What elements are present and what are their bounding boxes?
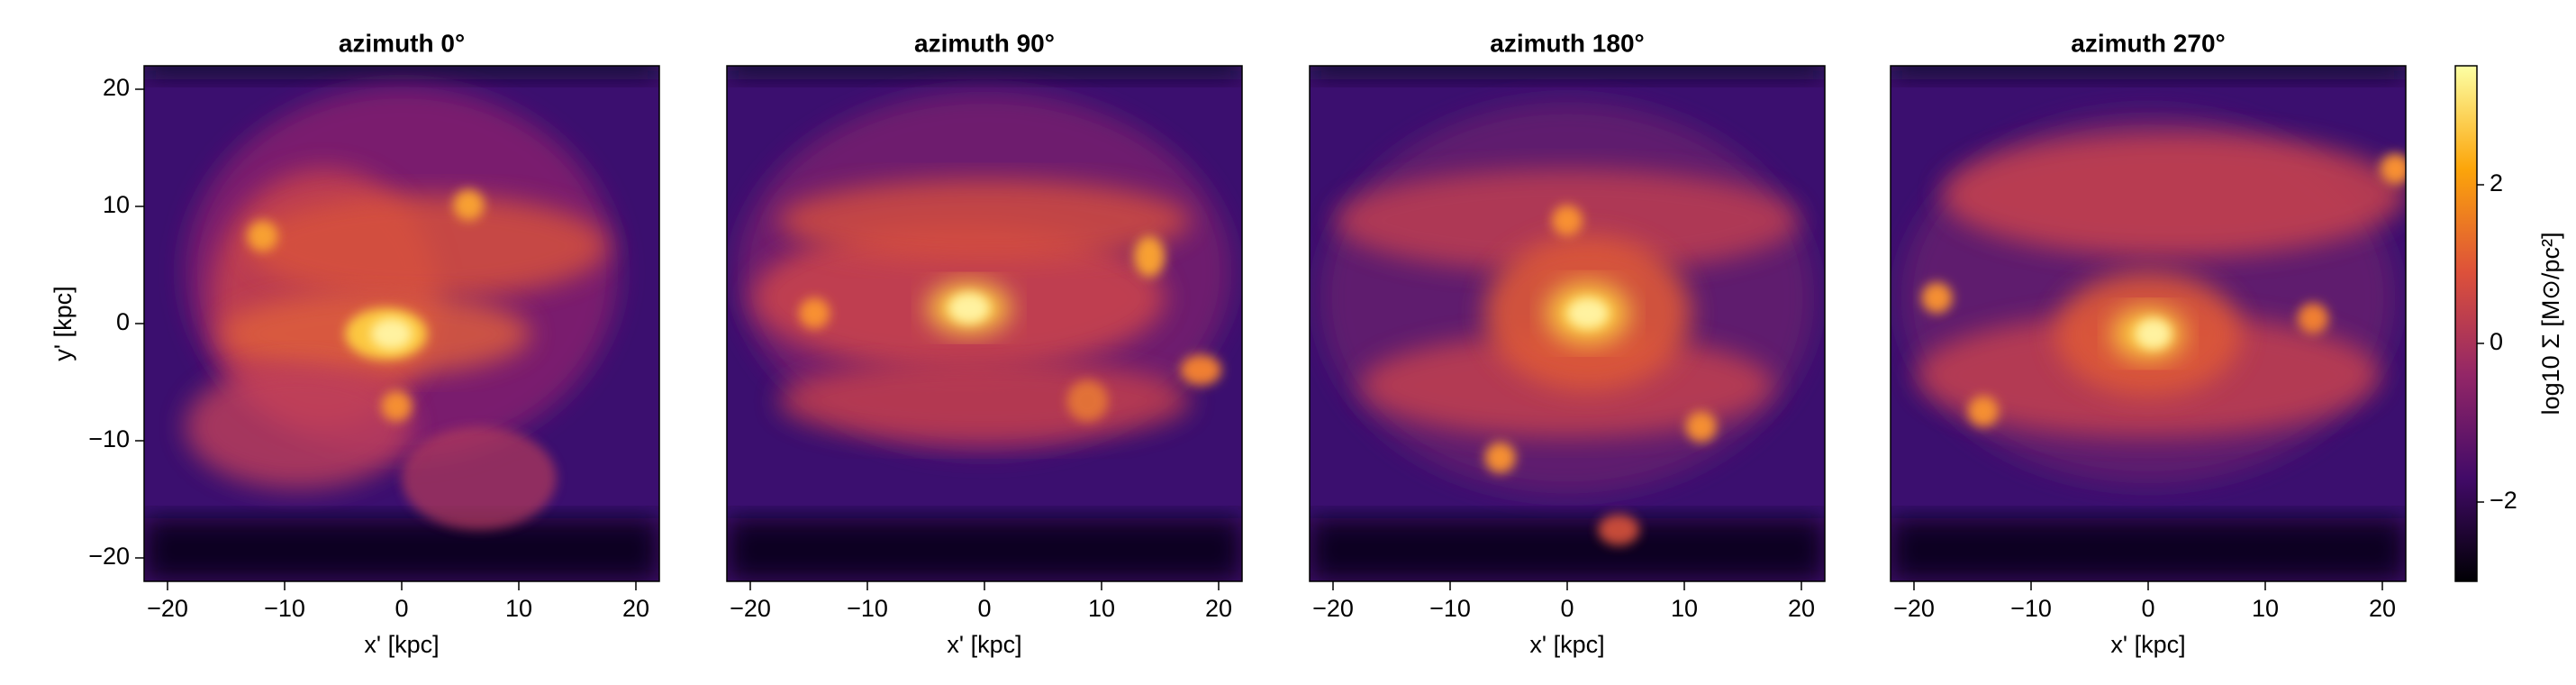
heatmap-region — [381, 390, 413, 422]
panel-title: azimuth 90° — [914, 29, 1055, 57]
heatmap-dark — [1891, 66, 2406, 79]
heatmap — [144, 66, 659, 581]
y-tick-label: 10 — [103, 191, 130, 218]
heatmap-region — [799, 297, 830, 329]
heatmap-region — [1066, 379, 1109, 422]
x-tick-label: 0 — [977, 595, 991, 622]
colorbar-tick-label: −2 — [2490, 487, 2517, 514]
heatmap-dark — [1891, 518, 2406, 581]
heatmap — [727, 66, 1242, 581]
colorbar-tick-label: 2 — [2490, 169, 2503, 196]
heatmap — [1310, 66, 1825, 581]
heatmap-region — [948, 292, 990, 324]
heatmap-region — [1567, 297, 1609, 329]
x-axis-label: x' [kpc] — [1529, 631, 1604, 658]
heatmap-dark — [1310, 518, 1825, 581]
colorbar-tick-label: 0 — [2490, 328, 2503, 355]
heatmap-region — [247, 195, 608, 298]
heatmap-dark — [1310, 66, 1825, 79]
heatmap-region — [2297, 303, 2329, 334]
heatmap-region — [1921, 282, 1953, 314]
heatmap-region — [1942, 132, 2406, 257]
heatmap-dark — [144, 518, 659, 581]
panel-title: azimuth 180° — [1490, 29, 1644, 57]
x-axis-label: x' [kpc] — [947, 631, 1021, 658]
y-tick-label: −20 — [88, 543, 130, 570]
x-tick-label: 10 — [1088, 595, 1115, 622]
heatmap-region — [1551, 205, 1583, 236]
colorbar-label: log10 Σ [M⊙/pc²] — [2537, 233, 2564, 416]
x-tick-label: 0 — [395, 595, 408, 622]
heatmap-region — [1180, 354, 1222, 386]
heatmap — [1891, 66, 2406, 581]
heatmap-region — [1484, 442, 1516, 473]
heatmap-region — [185, 364, 413, 489]
heatmap-region — [778, 360, 1191, 443]
x-tick-label: 10 — [1671, 595, 1698, 622]
y-tick-label: 20 — [103, 74, 130, 101]
x-tick-label: 20 — [1205, 595, 1232, 622]
colorbar — [2454, 65, 2478, 582]
heatmap-region — [2380, 153, 2406, 185]
x-tick-label: 20 — [1788, 595, 1815, 622]
heatmap-region — [1133, 235, 1166, 278]
x-tick-label: −20 — [1312, 595, 1354, 622]
y-tick-label: 0 — [116, 308, 130, 335]
panel-title: azimuth 270° — [2071, 29, 2225, 57]
heatmap-region — [1685, 411, 1717, 443]
x-tick-label: 20 — [2369, 595, 2396, 622]
panel-title: azimuth 0° — [339, 29, 465, 57]
x-tick-label: 10 — [2252, 595, 2279, 622]
x-tick-label: −10 — [2010, 595, 2052, 622]
x-tick-label: −10 — [847, 595, 888, 622]
x-axis-label: x' [kpc] — [364, 631, 439, 658]
x-tick-label: −20 — [730, 595, 771, 622]
x-tick-label: 0 — [1560, 595, 1574, 622]
heatmap-dark — [144, 66, 659, 79]
x-axis-label: x' [kpc] — [2110, 631, 2185, 658]
heatmap-dark — [727, 66, 1242, 79]
x-tick-label: −20 — [147, 595, 188, 622]
x-tick-label: 10 — [505, 595, 532, 622]
heatmap-region — [370, 318, 413, 350]
x-tick-label: 20 — [622, 595, 649, 622]
x-tick-label: −10 — [1429, 595, 1471, 622]
x-tick-label: 0 — [2141, 595, 2154, 622]
heatmap-region — [402, 426, 557, 530]
heatmap-region — [1967, 396, 2000, 427]
x-tick-label: −10 — [264, 595, 305, 622]
heatmap-region — [247, 220, 278, 251]
heatmap-region — [453, 189, 485, 221]
heatmap-dark — [727, 518, 1242, 581]
x-tick-label: −20 — [1893, 595, 1935, 622]
heatmap-region — [2135, 318, 2172, 350]
y-axis-label: y' [kpc] — [50, 286, 77, 361]
y-tick-label: −10 — [88, 425, 130, 452]
heatmap-region — [1598, 514, 1640, 545]
heatmap-region — [778, 178, 1191, 262]
